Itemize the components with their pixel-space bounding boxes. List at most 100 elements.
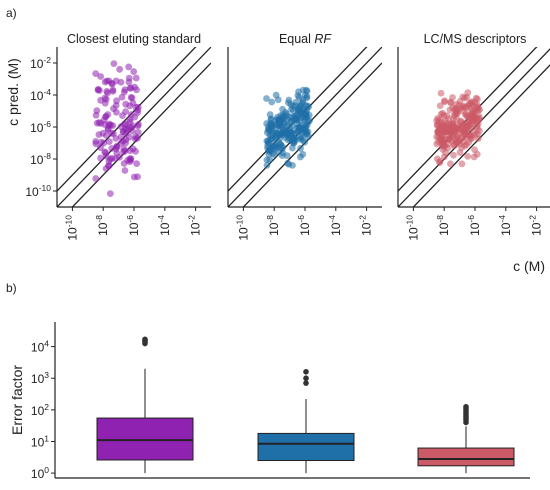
data-point bbox=[446, 125, 453, 133]
points bbox=[433, 89, 483, 168]
data-point bbox=[97, 154, 104, 162]
data-point bbox=[458, 135, 466, 142]
reference-line bbox=[71, 62, 211, 207]
data-point bbox=[116, 65, 124, 73]
data-point bbox=[263, 162, 271, 169]
data-point bbox=[303, 93, 311, 100]
data-point bbox=[118, 93, 126, 101]
data-point bbox=[454, 109, 461, 117]
data-point bbox=[436, 116, 444, 124]
data-point bbox=[299, 86, 307, 94]
data-point bbox=[458, 144, 466, 152]
data-point bbox=[295, 94, 303, 101]
x-tick-label: 10-2 bbox=[358, 215, 374, 236]
y-tick-label: 10-10 bbox=[25, 183, 51, 199]
scatter-panel-2: Equal RF 10-10 10-8 10-6 10-4 10-2 bbox=[227, 32, 382, 241]
box-body bbox=[257, 432, 355, 462]
data-point bbox=[303, 130, 310, 138]
data-point bbox=[459, 127, 467, 135]
data-point bbox=[470, 153, 478, 161]
panel-label-a: a) bbox=[6, 6, 17, 20]
data-point bbox=[127, 111, 135, 119]
box-body bbox=[96, 417, 194, 461]
x-tick-label: 10-8 bbox=[265, 215, 281, 236]
panel-label-b: b) bbox=[6, 281, 17, 295]
data-point bbox=[279, 105, 286, 113]
reference-line bbox=[412, 64, 550, 207]
box-2 bbox=[257, 368, 355, 474]
outlier-point bbox=[142, 336, 148, 343]
x-tick-label: 10-6 bbox=[466, 215, 482, 236]
data-point bbox=[447, 99, 455, 107]
points bbox=[92, 60, 142, 198]
x-tick-label: 10-10 bbox=[63, 215, 79, 241]
data-point bbox=[94, 85, 102, 93]
data-point bbox=[132, 103, 140, 111]
data-point bbox=[275, 139, 283, 146]
y-tick-label: 101 bbox=[31, 433, 49, 449]
outlier-point bbox=[303, 375, 309, 382]
data-point bbox=[92, 175, 100, 182]
x-tick-label: 10-4 bbox=[327, 215, 343, 236]
data-point bbox=[93, 119, 101, 127]
data-point bbox=[117, 78, 125, 86]
data-point bbox=[302, 102, 310, 109]
data-point bbox=[438, 123, 446, 131]
outlier-point bbox=[303, 368, 309, 375]
data-point bbox=[449, 94, 456, 101]
data-point bbox=[134, 122, 142, 130]
data-point bbox=[132, 74, 140, 82]
data-point bbox=[447, 160, 454, 168]
data-point bbox=[450, 115, 457, 123]
data-point bbox=[105, 138, 113, 146]
data-point bbox=[440, 139, 448, 147]
data-point bbox=[297, 144, 304, 152]
data-point bbox=[272, 145, 280, 152]
data-point bbox=[436, 102, 444, 110]
data-point bbox=[126, 84, 134, 92]
x-tick-label: 10-4 bbox=[156, 215, 172, 236]
y-tick-label: 10-2 bbox=[30, 55, 51, 71]
data-point bbox=[127, 94, 135, 101]
data-point bbox=[263, 95, 270, 102]
data-point bbox=[275, 120, 283, 127]
data-point bbox=[289, 107, 297, 115]
data-point bbox=[271, 125, 279, 133]
data-point bbox=[463, 141, 470, 148]
panel-title: Equal RF bbox=[279, 32, 332, 46]
data-point bbox=[110, 60, 118, 68]
data-point bbox=[441, 97, 448, 105]
x-tick-label: 10-2 bbox=[528, 215, 544, 236]
data-point bbox=[131, 135, 139, 143]
data-point bbox=[130, 173, 138, 181]
data-point bbox=[106, 190, 114, 198]
y-axis-title: Error factor bbox=[9, 365, 25, 435]
data-point bbox=[289, 162, 296, 169]
box-1 bbox=[96, 336, 194, 474]
panel-title: LC/MS descriptors bbox=[424, 32, 527, 46]
data-point bbox=[92, 70, 100, 78]
data-point bbox=[109, 130, 117, 137]
data-point bbox=[97, 144, 104, 151]
data-point bbox=[274, 96, 282, 104]
scatter-panel-1: Closest eluting standard 10-10 10-8 10-6 10-… bbox=[25, 32, 211, 241]
data-point bbox=[124, 156, 132, 164]
data-point bbox=[463, 93, 471, 101]
data-point bbox=[471, 99, 479, 106]
x-tick-label: 10-10 bbox=[404, 215, 420, 241]
x-tick-label: 10-4 bbox=[497, 215, 513, 236]
data-point bbox=[92, 140, 100, 148]
data-point bbox=[263, 120, 271, 127]
data-point bbox=[97, 138, 105, 146]
data-point bbox=[464, 152, 472, 160]
y-tick-label: 10-6 bbox=[30, 119, 51, 135]
points bbox=[263, 86, 313, 169]
y-tick-label: 102 bbox=[31, 402, 49, 418]
data-point bbox=[279, 145, 286, 152]
data-point bbox=[119, 112, 126, 120]
data-point bbox=[266, 126, 274, 134]
data-point bbox=[95, 131, 103, 139]
data-point bbox=[125, 74, 133, 82]
data-point bbox=[101, 121, 109, 129]
